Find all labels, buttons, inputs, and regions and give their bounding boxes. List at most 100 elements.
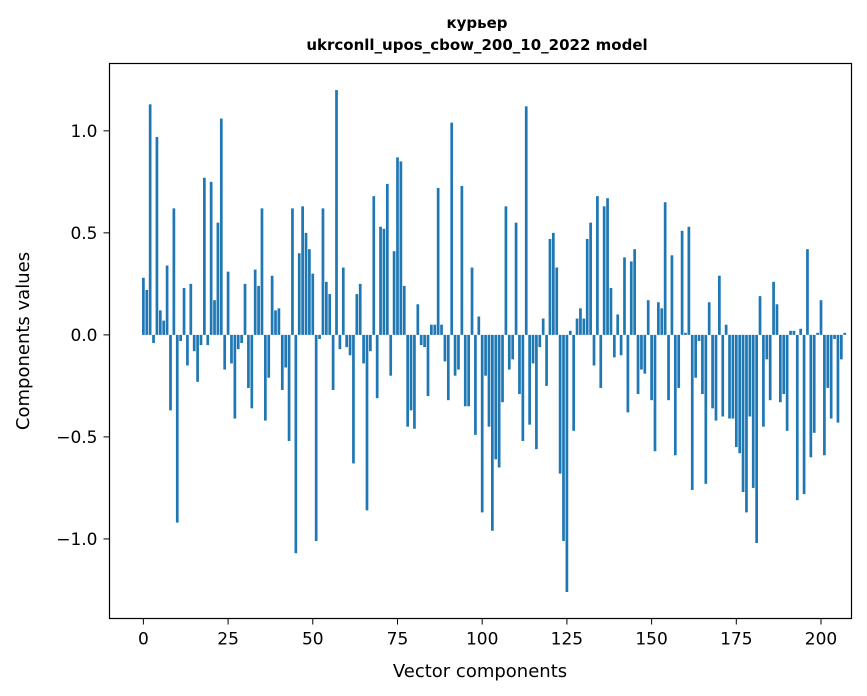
bar-129 xyxy=(579,308,582,335)
bar-78 xyxy=(406,334,410,427)
bar-145 xyxy=(633,249,637,335)
bar-83 xyxy=(423,334,426,348)
bar-135 xyxy=(599,334,603,388)
bar-142 xyxy=(623,257,626,335)
bar-42 xyxy=(284,334,288,368)
bar-156 xyxy=(670,255,674,335)
bar-188 xyxy=(778,334,782,403)
bar-68 xyxy=(372,196,376,335)
bar-34 xyxy=(257,285,260,335)
bar-30 xyxy=(243,283,247,335)
bar-33 xyxy=(253,269,257,335)
bar-128 xyxy=(575,318,579,335)
bar-186 xyxy=(772,281,775,335)
bar-204 xyxy=(833,334,836,339)
bar-24 xyxy=(223,334,227,370)
bar-99 xyxy=(477,316,481,335)
bar-179 xyxy=(748,334,752,417)
bar-31 xyxy=(247,334,250,388)
bar-7 xyxy=(165,265,169,335)
bar-117 xyxy=(538,334,542,348)
bar-109 xyxy=(511,334,515,360)
bar-71 xyxy=(382,228,386,335)
bar-14 xyxy=(189,283,193,335)
bar-195 xyxy=(802,334,806,495)
bar-171 xyxy=(721,334,725,417)
y-axis-ticks: −1.0 −0.5 0.0 0.5 1.0 xyxy=(56,122,110,550)
bar-97 xyxy=(470,267,474,335)
bar-63 xyxy=(355,294,359,335)
bar-120 xyxy=(548,238,552,335)
x-axis-ticks: 0 25 50 75 100 125 150 175 200 xyxy=(138,618,837,650)
bar-122 xyxy=(555,267,559,335)
bar-46 xyxy=(297,253,301,335)
bar-207 xyxy=(843,332,847,335)
bar-131 xyxy=(585,238,589,335)
bar-177 xyxy=(741,334,745,492)
bar-197 xyxy=(809,334,813,458)
chart-subtitle: ukrconll_upos_cbow_200_10_2022 model xyxy=(306,36,647,54)
bar-58 xyxy=(338,334,342,350)
bar-5 xyxy=(158,310,162,335)
bar-65 xyxy=(362,334,365,364)
bar-199 xyxy=(816,332,819,335)
bar-36 xyxy=(264,334,267,421)
bar-72 xyxy=(385,183,389,335)
bar-189 xyxy=(782,334,786,395)
x-tick-label: 200 xyxy=(805,630,837,650)
y-tick-label: −0.5 xyxy=(56,428,97,448)
bar-104 xyxy=(494,334,498,460)
bar-93 xyxy=(457,334,460,370)
x-tick-label: 0 xyxy=(138,630,149,650)
bar-4 xyxy=(155,136,159,335)
bar-206 xyxy=(839,334,843,360)
bar-144 xyxy=(629,261,633,335)
bar-21 xyxy=(213,300,216,335)
bar-25 xyxy=(226,271,230,335)
x-tick-label: 25 xyxy=(217,630,239,650)
bar-59 xyxy=(341,267,345,335)
bar-66 xyxy=(365,334,369,511)
bar-74 xyxy=(392,251,396,335)
bar-2 xyxy=(148,104,152,335)
bar-140 xyxy=(616,314,620,335)
bar-167 xyxy=(707,302,711,335)
bar-160 xyxy=(684,332,687,335)
x-tick-label: 150 xyxy=(635,630,667,650)
bar-64 xyxy=(358,283,362,335)
bar-29 xyxy=(240,334,243,344)
bar-123 xyxy=(558,334,562,474)
bar-108 xyxy=(507,334,511,370)
bar-180 xyxy=(751,334,755,488)
bar-47 xyxy=(301,206,304,335)
bar-191 xyxy=(789,330,792,335)
bar-94 xyxy=(460,185,464,335)
bar-48 xyxy=(304,232,308,335)
bar-166 xyxy=(704,334,708,484)
bar-174 xyxy=(731,334,735,419)
y-axis-label: Components values xyxy=(13,252,34,430)
bar-187 xyxy=(775,304,779,335)
bar-1 xyxy=(145,289,149,335)
bar-125 xyxy=(565,334,569,592)
bar-172 xyxy=(724,324,728,335)
bar-75 xyxy=(396,157,399,335)
bar-200 xyxy=(819,300,823,335)
bar-149 xyxy=(646,300,650,335)
bar-53 xyxy=(321,208,325,335)
bar-152 xyxy=(657,302,660,335)
bar-9 xyxy=(172,208,176,335)
bar-102 xyxy=(487,334,491,427)
bar-159 xyxy=(680,230,684,335)
y-tick-label: −1.0 xyxy=(56,530,97,550)
bar-49 xyxy=(308,249,311,335)
bar-84 xyxy=(426,334,430,397)
bar-169 xyxy=(714,334,718,421)
bar-132 xyxy=(589,222,592,335)
plot-frame xyxy=(108,62,853,620)
bar-20 xyxy=(209,181,213,335)
bar-87 xyxy=(436,187,440,335)
bar-194 xyxy=(799,328,803,335)
bar-67 xyxy=(369,334,372,352)
